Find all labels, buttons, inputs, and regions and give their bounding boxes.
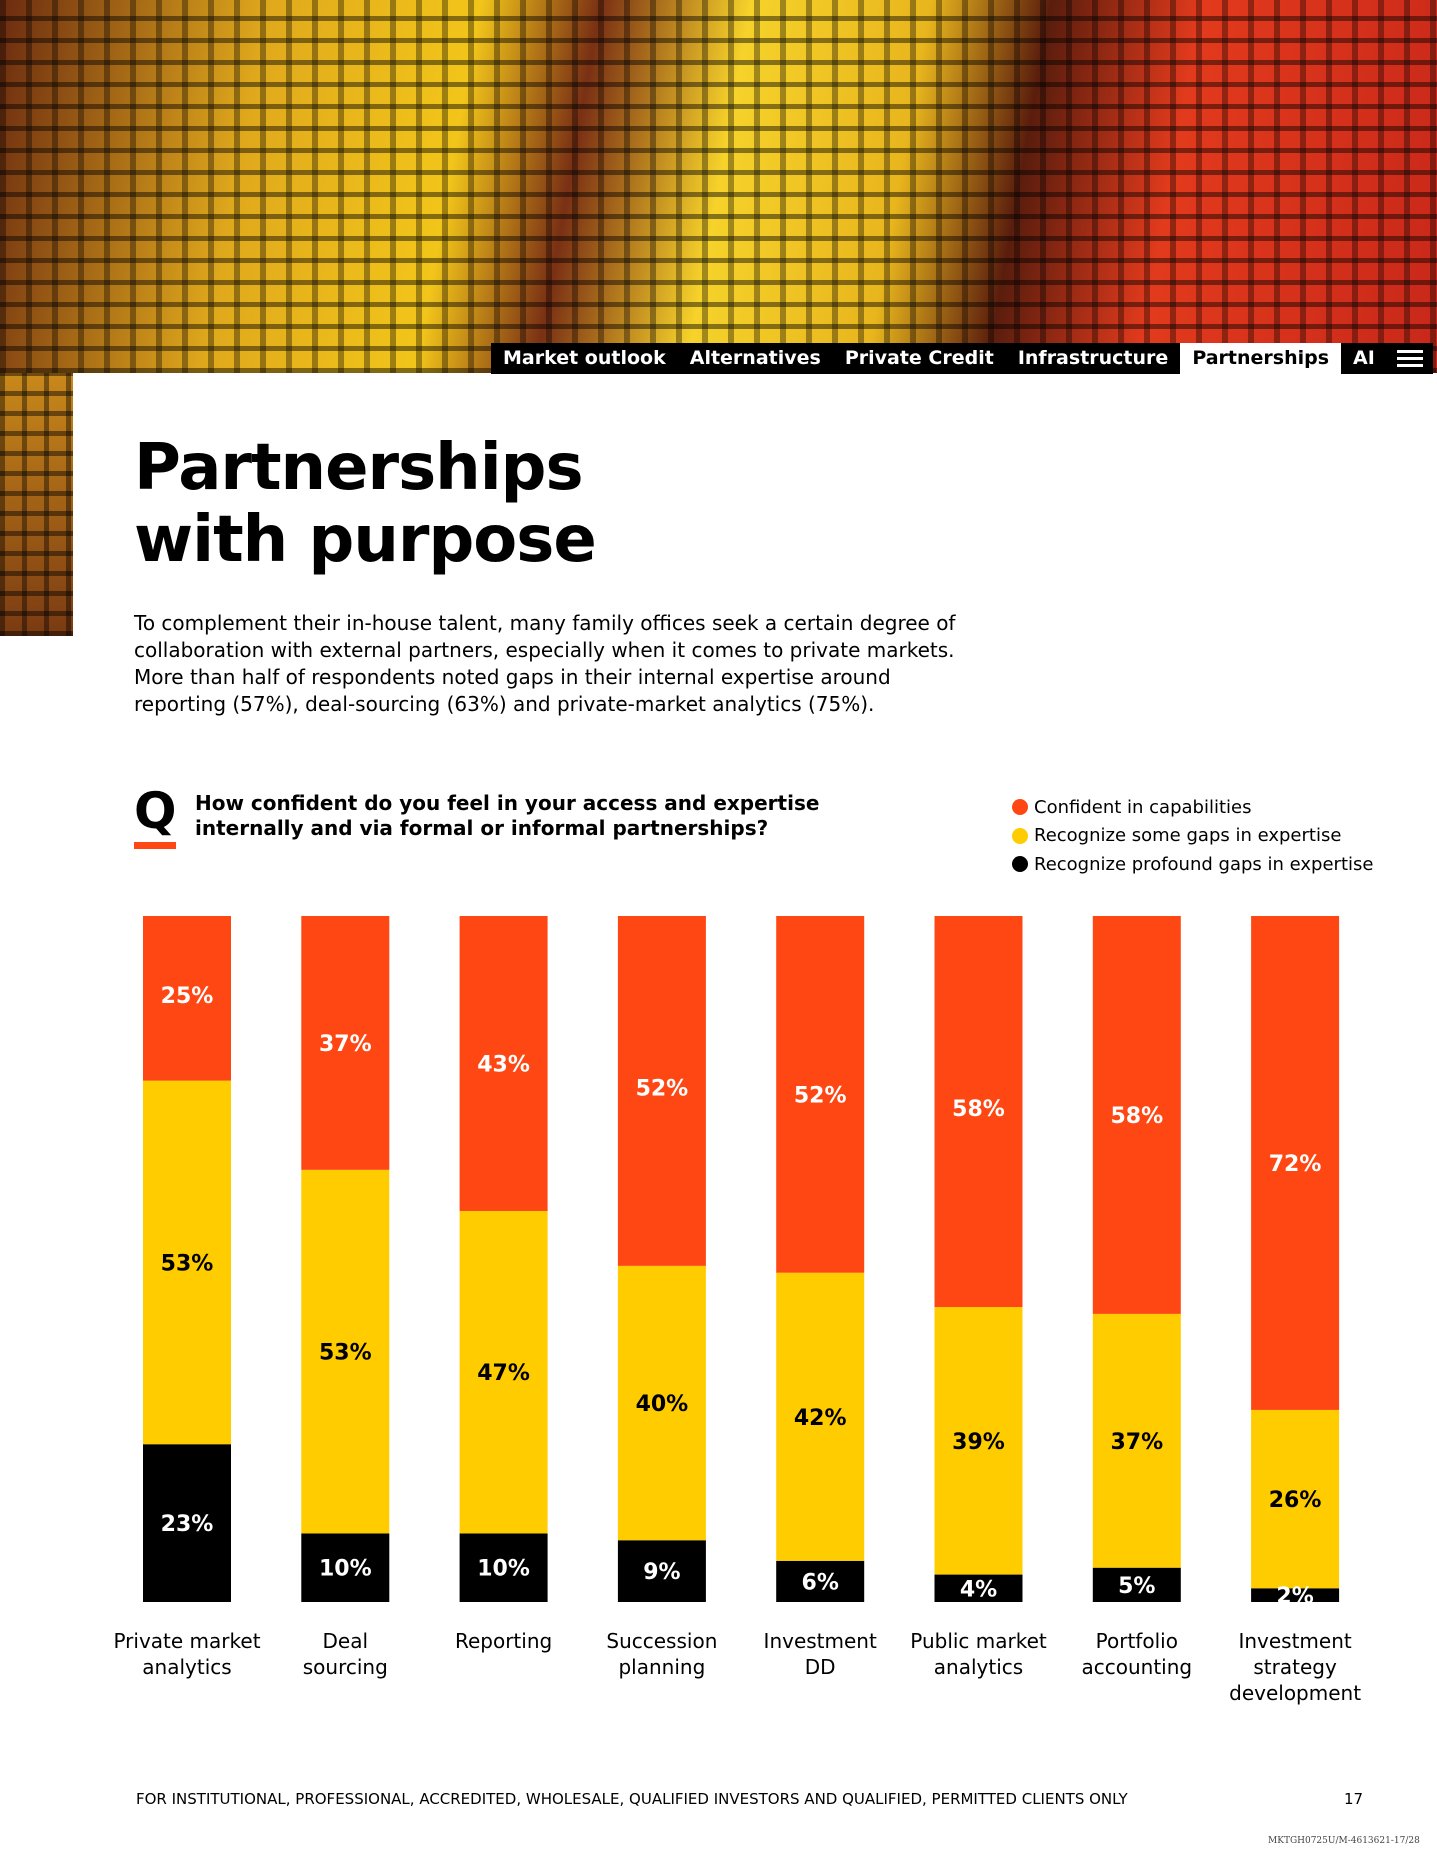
x-tick-label: Private market analytics	[113, 1629, 261, 1679]
bar-segment	[934, 1574, 1023, 1602]
side-image	[0, 373, 73, 636]
data-label: 6%	[802, 1570, 839, 1595]
bar-segment	[1251, 916, 1340, 1410]
bar-segment	[143, 916, 231, 1081]
intro-paragraph: To complement their in-house talent, man…	[134, 611, 956, 716]
bar-segment	[776, 1560, 865, 1602]
page-title: Partnerships with purpose	[134, 431, 597, 577]
x-tick-label: Reporting	[454, 1629, 553, 1653]
legend-item: Recognize profound gaps in expertise	[1012, 850, 1373, 879]
nav-item[interactable]: Infrastructure	[1017, 347, 1169, 369]
legend-swatch	[1012, 856, 1028, 873]
data-label: 52%	[636, 1077, 689, 1102]
data-label: 53%	[161, 1251, 214, 1276]
bar-segment	[617, 916, 706, 1266]
data-label: 52%	[794, 1083, 847, 1108]
x-tick-label: Deal sourcing	[302, 1629, 388, 1679]
data-label: 4%	[960, 1577, 997, 1602]
footer-disclaimer: FOR INSTITUTIONAL, PROFESSIONAL, ACCREDI…	[136, 1790, 1128, 1808]
legend-swatch	[1012, 799, 1028, 816]
data-label: 40%	[636, 1392, 689, 1417]
bar-segment	[1092, 1313, 1181, 1568]
bar-segment	[617, 1540, 706, 1602]
bar-segment	[776, 1272, 865, 1561]
data-label: 58%	[952, 1097, 1005, 1122]
data-label: 10%	[477, 1557, 530, 1582]
nav-bar: Market outlook Alternatives Private Cred…	[491, 343, 1433, 374]
x-tick-label: Portfolio accounting	[1081, 1629, 1193, 1679]
legend-label: Confident in capabilities	[1034, 796, 1252, 818]
data-label: 37%	[1110, 1430, 1163, 1455]
legend-item: Confident in capabilities	[1012, 793, 1373, 822]
legend-label: Recognize profound gaps in expertise	[1034, 853, 1374, 875]
data-label: 25%	[161, 984, 214, 1009]
data-label: 26%	[1269, 1488, 1322, 1513]
nav-item[interactable]: Private Credit	[844, 347, 994, 369]
nav-item[interactable]: Market outlook	[503, 347, 666, 369]
legend-swatch	[1012, 827, 1028, 844]
page-number: 17	[1344, 1790, 1364, 1808]
bar-segment	[934, 1307, 1023, 1575]
legend-item: Recognize some gaps in expertise	[1012, 822, 1373, 851]
data-label: 9%	[643, 1560, 680, 1585]
x-tick-label: Investment DD	[763, 1629, 877, 1679]
data-label: 2%	[1276, 1584, 1313, 1609]
bar-segment	[301, 916, 390, 1170]
nav-item[interactable]: Alternatives	[689, 347, 821, 369]
bar-segment	[301, 1533, 390, 1602]
data-label: 42%	[794, 1406, 847, 1431]
bar-segment	[143, 1080, 231, 1445]
data-label: 10%	[319, 1557, 372, 1582]
legend-label: Recognize some gaps in expertise	[1034, 825, 1342, 847]
bar-segment	[1092, 1567, 1181, 1602]
bar-segment	[776, 916, 865, 1273]
x-tick-label: Succession planning	[606, 1629, 718, 1679]
bar-segment	[459, 1210, 548, 1534]
data-label: 23%	[161, 1512, 214, 1537]
bar-segment	[1092, 916, 1181, 1314]
hero-image	[0, 0, 1437, 373]
nav-item[interactable]: Partnerships	[1180, 343, 1342, 374]
bar-segment	[459, 916, 548, 1211]
legend: Confident in capabilities Recognize some …	[1012, 793, 1373, 879]
bar-segment	[1251, 1409, 1340, 1589]
document-code: MKTGH0725U/M-4613621-17/28	[1268, 1836, 1420, 1846]
bar-segment	[617, 1265, 706, 1541]
data-label: 53%	[319, 1341, 372, 1366]
x-tick-label: Investment strategy development	[1229, 1629, 1362, 1705]
data-label: 72%	[1269, 1152, 1322, 1177]
bar-segment	[459, 1533, 548, 1602]
question-underline	[134, 842, 176, 849]
bar-segment	[143, 1444, 231, 1602]
nav-item[interactable]: AI	[1353, 347, 1375, 369]
question-text: How confident do you feel in your access…	[195, 791, 820, 840]
data-label: 39%	[952, 1430, 1005, 1455]
data-label: 47%	[477, 1361, 530, 1386]
bar-segment	[301, 1169, 390, 1534]
data-label: 58%	[1110, 1104, 1163, 1129]
x-tick-label: Public market analytics	[910, 1629, 1047, 1679]
bar-segment	[1251, 1588, 1340, 1602]
data-label: 5%	[1118, 1574, 1155, 1599]
bar-segment	[934, 916, 1023, 1308]
question-mark: Q	[134, 782, 177, 840]
data-label: 37%	[319, 1032, 372, 1057]
data-label: 43%	[477, 1052, 530, 1077]
menu-button[interactable]	[1387, 343, 1433, 374]
